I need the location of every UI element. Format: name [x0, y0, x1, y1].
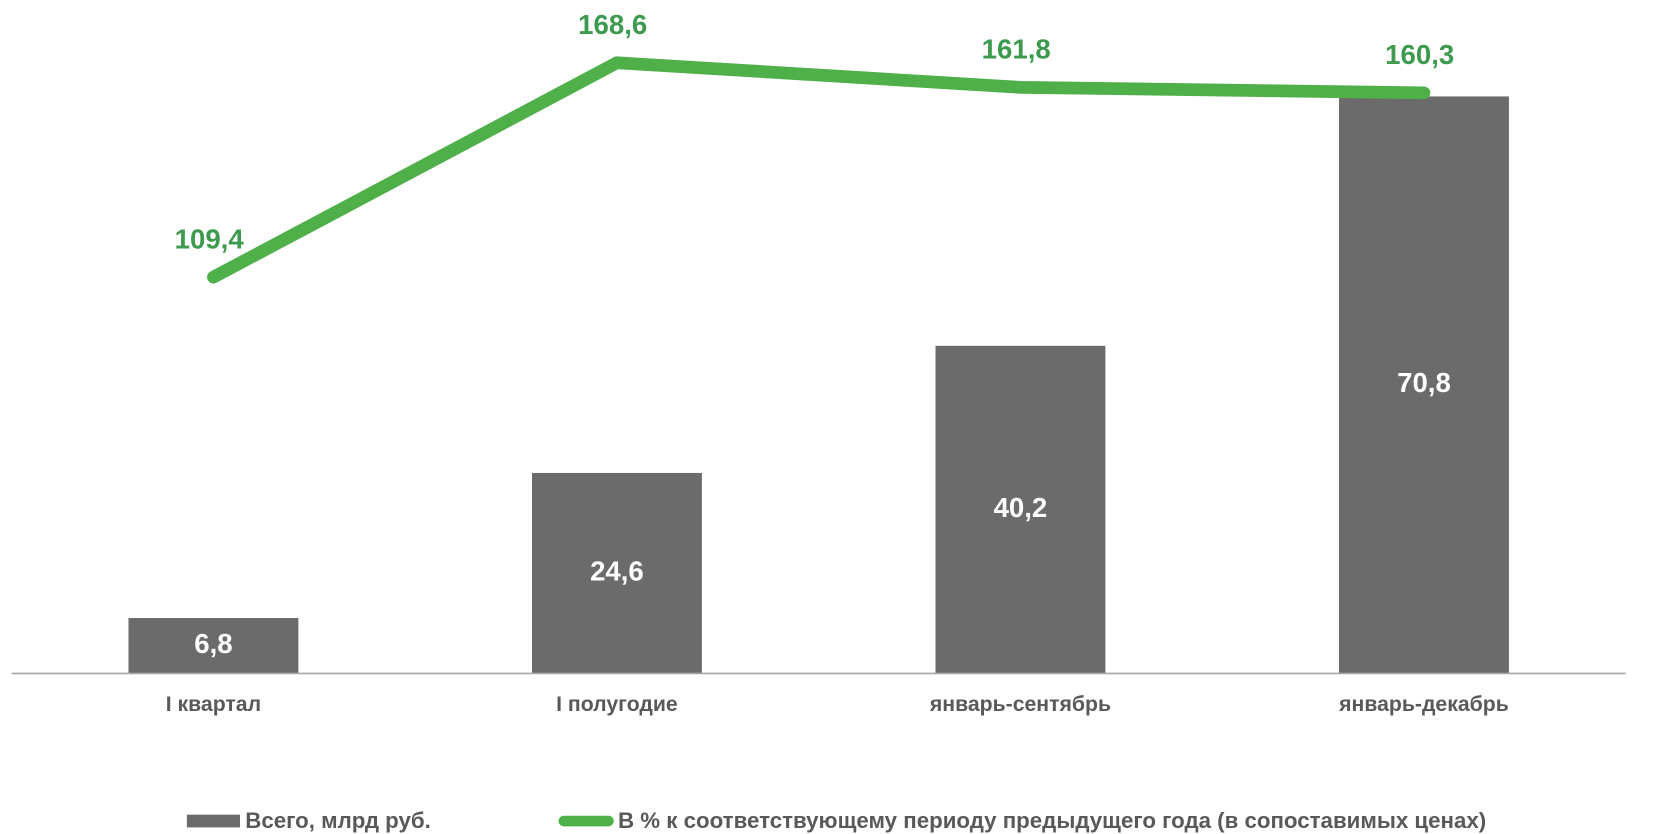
bar-value-label: 40,2 — [994, 492, 1048, 523]
bar — [128, 618, 299, 674]
bar — [1339, 96, 1509, 674]
line-value-label: 109,4 — [175, 223, 245, 254]
legend-label: Всего, млрд руб. — [245, 808, 431, 833]
bar-value-label: 24,6 — [590, 555, 644, 586]
line — [207, 56, 1431, 284]
bar — [531, 472, 702, 674]
x-tick-label: январь-декабрь — [1338, 693, 1509, 716]
x-tick-label: январь-сентябрь — [929, 693, 1111, 716]
line-value-label: 168,6 — [578, 9, 647, 40]
legend-label: В % к соответствующему периоду предыдуще… — [618, 808, 1486, 833]
line-value-label: 160,3 — [1385, 39, 1454, 70]
legend-swatch — [186, 814, 240, 828]
bar — [935, 345, 1106, 674]
bar-value-label: 6,8 — [194, 628, 232, 659]
bar-value-label: 70,8 — [1397, 367, 1451, 398]
line-value-label: 161,8 — [982, 34, 1051, 65]
x-tick-label: I полугодие — [556, 693, 678, 716]
x-tick-label: I квартал — [166, 693, 261, 716]
